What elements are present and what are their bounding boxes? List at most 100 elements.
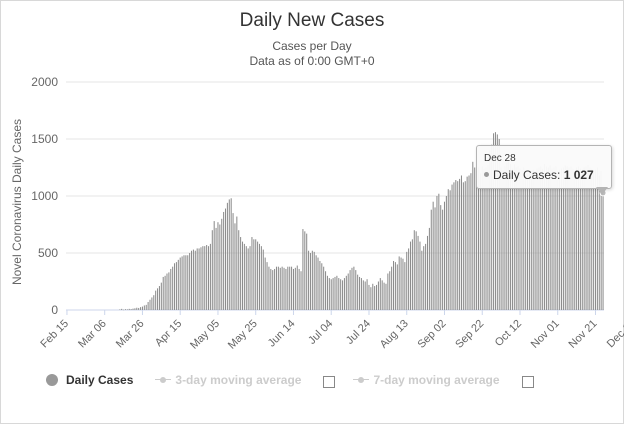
bar[interactable] [342, 280, 344, 310]
bar[interactable] [262, 249, 264, 310]
bar[interactable] [147, 302, 149, 310]
bar[interactable] [123, 309, 125, 311]
bar[interactable] [119, 309, 121, 310]
bar[interactable] [345, 275, 347, 310]
bar[interactable] [143, 305, 145, 310]
bar[interactable] [287, 266, 289, 310]
bar[interactable] [472, 161, 474, 310]
bar[interactable] [336, 275, 338, 310]
bar[interactable] [409, 241, 412, 310]
bar[interactable] [521, 169, 523, 310]
bar[interactable] [598, 175, 600, 310]
bar[interactable] [532, 169, 534, 310]
bar[interactable] [268, 266, 270, 310]
bar[interactable] [128, 308, 130, 310]
bar[interactable] [232, 213, 234, 310]
bar[interactable] [230, 198, 232, 310]
bar[interactable] [351, 267, 353, 310]
bar[interactable] [510, 164, 512, 310]
bar[interactable] [274, 268, 276, 310]
bar[interactable] [359, 276, 361, 310]
bar[interactable] [196, 248, 198, 310]
bar[interactable] [219, 224, 221, 311]
bar[interactable] [191, 250, 193, 310]
bar[interactable] [181, 256, 183, 310]
bar[interactable] [140, 307, 142, 310]
bar[interactable] [175, 262, 177, 310]
bar[interactable] [474, 167, 476, 311]
bar[interactable] [215, 227, 217, 310]
bar[interactable] [464, 181, 466, 310]
bar[interactable] [372, 283, 374, 310]
bar[interactable] [360, 278, 362, 310]
bar[interactable] [164, 275, 166, 310]
bar[interactable] [124, 309, 126, 310]
bar[interactable] [374, 286, 376, 310]
bar[interactable] [491, 144, 493, 310]
bar[interactable] [238, 230, 240, 310]
bar[interactable] [438, 193, 440, 310]
bar[interactable] [157, 288, 159, 310]
bar[interactable] [379, 278, 381, 310]
bar[interactable] [402, 258, 404, 310]
bar[interactable] [353, 266, 355, 310]
bar[interactable] [213, 221, 215, 310]
bar[interactable] [323, 266, 325, 310]
bar[interactable] [377, 281, 379, 311]
bar[interactable] [194, 250, 196, 310]
bar[interactable] [519, 168, 521, 310]
bar[interactable] [153, 295, 155, 310]
bar[interactable] [479, 173, 481, 310]
bar[interactable] [292, 268, 294, 310]
bar[interactable] [211, 230, 213, 310]
bar[interactable] [496, 134, 498, 310]
bar[interactable] [394, 262, 396, 310]
bar[interactable] [504, 166, 506, 310]
bar[interactable] [275, 266, 277, 310]
legend-item-7day-average[interactable]: 7-day moving average [353, 373, 547, 388]
bar[interactable] [296, 265, 298, 310]
bar[interactable] [294, 267, 296, 310]
bar[interactable] [515, 167, 517, 311]
bar[interactable] [500, 167, 502, 311]
bar[interactable] [483, 168, 485, 310]
bar[interactable] [579, 168, 581, 310]
bar[interactable] [362, 280, 364, 310]
bar[interactable] [594, 169, 597, 310]
bar[interactable] [568, 167, 570, 311]
bar[interactable] [208, 246, 210, 310]
bar[interactable] [277, 266, 279, 310]
bar[interactable] [544, 164, 546, 310]
bar[interactable] [328, 278, 330, 310]
bar[interactable] [451, 184, 453, 310]
bar[interactable] [555, 166, 557, 310]
bar[interactable] [334, 276, 336, 310]
legend-item-3day-average[interactable]: 3-day moving average [155, 373, 349, 388]
bar[interactable] [325, 271, 327, 310]
bar[interactable] [185, 255, 187, 310]
bar[interactable] [264, 257, 266, 310]
bar[interactable] [591, 168, 593, 310]
bar[interactable] [434, 207, 436, 310]
bar[interactable] [192, 249, 194, 310]
bar[interactable] [249, 246, 251, 310]
bar[interactable] [574, 170, 576, 310]
bar[interactable] [425, 243, 427, 310]
bar[interactable] [270, 268, 272, 310]
bar[interactable] [557, 170, 559, 310]
bar[interactable] [134, 308, 136, 310]
bar[interactable] [236, 216, 238, 310]
bar[interactable] [391, 266, 393, 310]
bar[interactable] [443, 201, 446, 310]
bar[interactable] [396, 264, 398, 310]
bar[interactable] [226, 202, 228, 310]
bar[interactable] [538, 167, 540, 311]
bar[interactable] [170, 268, 172, 310]
bar[interactable] [121, 308, 123, 310]
bar[interactable] [385, 283, 387, 310]
bar[interactable] [419, 241, 421, 310]
bar[interactable] [421, 250, 423, 310]
bar[interactable] [258, 243, 261, 310]
bar[interactable] [300, 271, 302, 310]
bar[interactable] [411, 239, 413, 310]
